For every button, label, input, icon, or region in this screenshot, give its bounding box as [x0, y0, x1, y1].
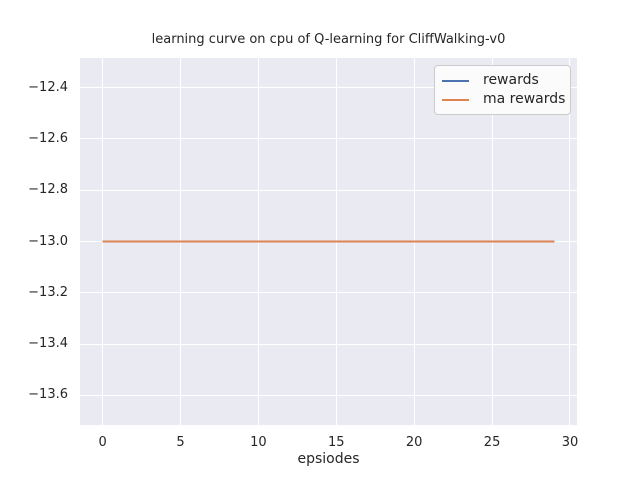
y-tick-label: −13.2: [28, 284, 68, 300]
x-tick-label: 10: [250, 435, 267, 450]
legend: rewards ma rewards: [434, 65, 571, 115]
x-tick-label: 5: [176, 435, 185, 450]
legend-label: rewards: [483, 72, 539, 88]
y-tick-label: −12.4: [28, 79, 68, 95]
y-tick-label: −13.4: [28, 336, 68, 352]
legend-item: rewards: [435, 71, 570, 90]
x-axis-label: epsiodes: [297, 451, 360, 467]
h-gridline: [80, 138, 577, 140]
h-gridline: [80, 87, 577, 88]
x-tick-label: 25: [483, 435, 501, 450]
y-tick-label: −13.0: [28, 233, 68, 249]
y-tick-label: −12.8: [28, 182, 68, 198]
h-gridline: [80, 394, 577, 396]
x-tick-label: 0: [98, 435, 107, 450]
x-tick-label: 30: [561, 435, 579, 450]
legend-line-swatch: [442, 98, 469, 101]
x-tick-label: 20: [405, 435, 423, 450]
legend-item: ma rewards: [435, 90, 570, 109]
h-gridline: [80, 343, 577, 345]
h-gridline: [80, 189, 577, 191]
legend-label: ma rewards: [483, 91, 566, 107]
x-tick-label: 15: [328, 435, 345, 450]
chart-title: learning curve on cpu of Q-learning for …: [151, 32, 506, 47]
series-lines: [102, 240, 555, 243]
y-tick-label: −13.6: [28, 387, 68, 403]
h-gridline: [80, 292, 577, 294]
legend-line-swatch: [442, 79, 469, 82]
y-tick-label: −12.6: [28, 130, 68, 146]
plot-area: [80, 58, 577, 425]
